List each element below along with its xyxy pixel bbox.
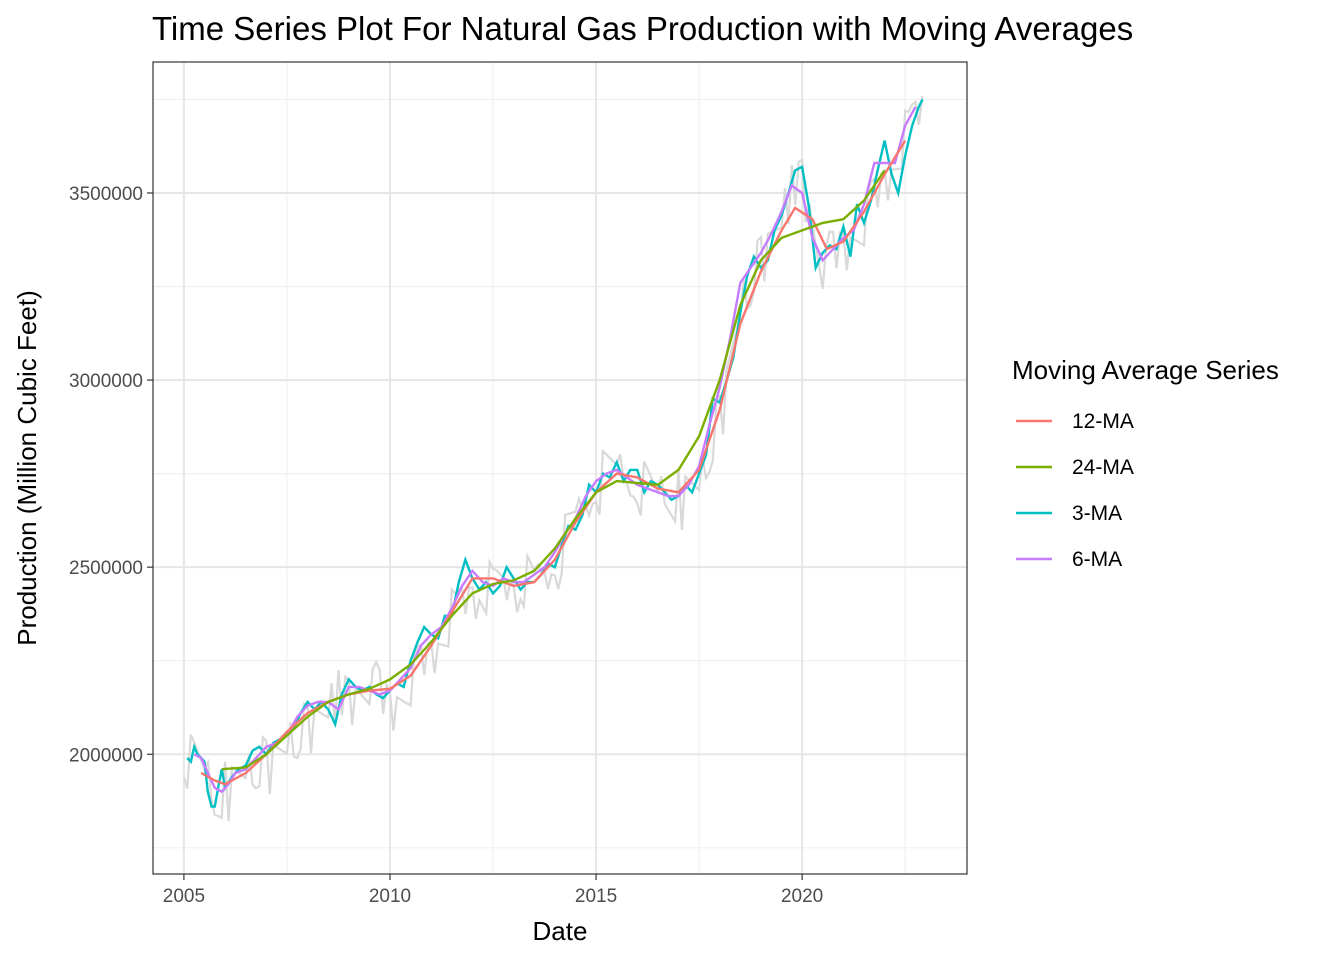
series-line-6-ma [193,106,917,794]
legend: Moving Average Series 12-MA 24-MA 3-MA 6-MA [1012,355,1279,571]
y-axis: 2000000 2500000 3000000 3500000 [69,184,153,766]
x-axis: 2005 2010 2015 2020 [163,874,823,907]
y-axis-title: Production (Million Cubic Feet) [12,290,42,645]
y-tick-label: 3000000 [69,371,143,392]
minor-gridlines [153,62,967,874]
legend-title: Moving Average Series [1012,355,1279,385]
series-line-12-ma [200,139,907,786]
y-tick-label: 3500000 [69,184,143,205]
x-tick-label: 2020 [781,886,823,907]
chart-title: Time Series Plot For Natural Gas Product… [152,10,1133,47]
plot-lines [182,95,924,822]
x-tick-label: 2010 [369,886,411,907]
x-tick-label: 2015 [575,886,617,907]
legend-label-6-ma: 6-MA [1072,548,1122,571]
legend-label-24-ma: 24-MA [1072,456,1134,479]
y-tick-label: 2500000 [69,558,143,579]
series-line-24-ma [221,169,886,771]
x-tick-label: 2005 [163,886,205,907]
x-axis-title: Date [533,916,588,946]
y-tick-label: 2000000 [69,745,143,766]
legend-label-12-ma: 12-MA [1072,410,1134,433]
plot-panel [153,62,967,874]
plot-border [152,61,968,875]
major-gridlines [153,62,967,874]
legend-label-3-ma: 3-MA [1072,502,1122,525]
